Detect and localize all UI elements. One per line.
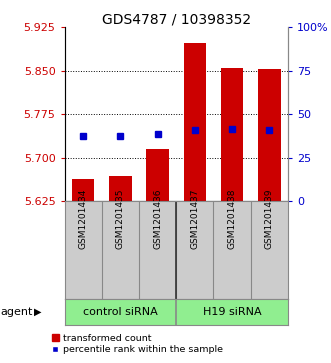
Text: GSM1201434: GSM1201434 [79,188,88,249]
Text: control siRNA: control siRNA [83,307,158,317]
Bar [221,68,243,201]
Text: GSM1201435: GSM1201435 [116,188,125,249]
Bar [146,149,169,201]
Text: agent: agent [0,307,32,317]
Text: GSM1201438: GSM1201438 [228,188,237,249]
Text: GSM1201436: GSM1201436 [153,188,162,249]
Bar [72,179,94,201]
Legend: transformed count, percentile rank within the sample: transformed count, percentile rank withi… [48,330,227,358]
Text: ▶: ▶ [34,307,42,317]
Title: GDS4787 / 10398352: GDS4787 / 10398352 [102,12,251,26]
Bar [258,69,280,201]
Text: GSM1201439: GSM1201439 [265,188,274,249]
Bar [109,176,131,201]
Bar [184,44,206,201]
Text: H19 siRNA: H19 siRNA [203,307,261,317]
Text: GSM1201437: GSM1201437 [190,188,199,249]
